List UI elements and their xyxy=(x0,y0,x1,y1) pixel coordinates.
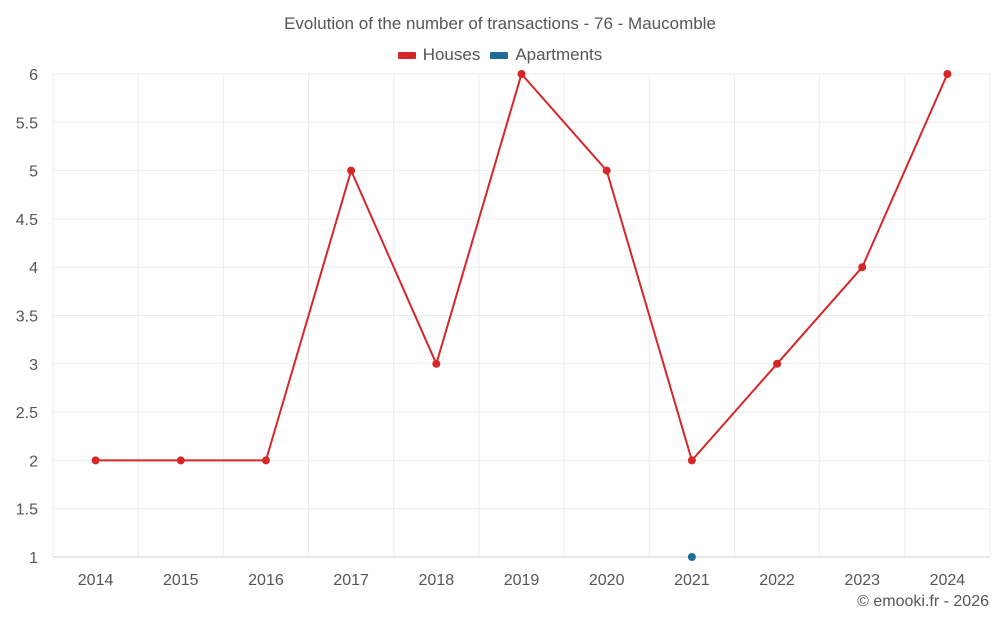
y-tick-label: 5 xyxy=(29,164,38,181)
data-point-houses xyxy=(943,70,952,78)
data-point-houses xyxy=(858,263,867,272)
data-point-apartments xyxy=(687,553,696,561)
x-tick-label: 2016 xyxy=(248,572,284,589)
x-tick-label: 2019 xyxy=(504,572,540,589)
y-tick-label: 5.5 xyxy=(16,115,38,132)
data-point-houses xyxy=(91,456,100,465)
x-tick-label: 2020 xyxy=(589,572,625,589)
legend: Houses Apartments xyxy=(0,45,1000,65)
data-point-houses xyxy=(517,70,526,78)
legend-swatch-apartments xyxy=(490,51,509,59)
x-tick-label: 2021 xyxy=(674,572,710,589)
x-tick-label: 2022 xyxy=(759,572,795,589)
credit-text: © emooki.fr - 2026 xyxy=(857,593,989,610)
y-tick-label: 2.5 xyxy=(16,405,38,422)
x-tick-label: 2014 xyxy=(78,572,114,589)
x-tick-label: 2015 xyxy=(163,572,199,589)
x-tick-label: 2023 xyxy=(844,572,880,589)
data-point-houses xyxy=(602,166,611,175)
legend-label-apartments: Apartments xyxy=(515,45,603,64)
chart-title: Evolution of the number of transactions … xyxy=(284,14,716,33)
y-tick-label: 1 xyxy=(29,550,38,567)
legend-label-houses: Houses xyxy=(422,45,481,64)
y-tick-label: 4.5 xyxy=(16,212,38,229)
legend-item-apartments[interactable]: Apartments xyxy=(490,45,602,65)
data-point-houses xyxy=(261,456,270,465)
data-point-houses xyxy=(687,456,696,465)
y-tick-label: 1.5 xyxy=(16,502,38,519)
data-point-houses xyxy=(432,359,441,368)
legend-item-houses[interactable]: Houses xyxy=(397,45,481,65)
y-tick-label: 3 xyxy=(29,357,38,374)
data-point-houses xyxy=(176,456,185,465)
y-tick-label: 6 xyxy=(29,67,38,84)
data-point-houses xyxy=(773,359,782,368)
data-point-houses xyxy=(347,166,356,175)
y-tick-label: 3.5 xyxy=(16,309,38,326)
x-tick-label: 2024 xyxy=(930,572,966,589)
x-tick-label: 2017 xyxy=(333,572,369,589)
y-tick-label: 4 xyxy=(29,260,38,277)
x-tick-label: 2018 xyxy=(419,572,455,589)
legend-swatch-houses xyxy=(397,51,416,59)
y-tick-label: 2 xyxy=(29,453,38,470)
